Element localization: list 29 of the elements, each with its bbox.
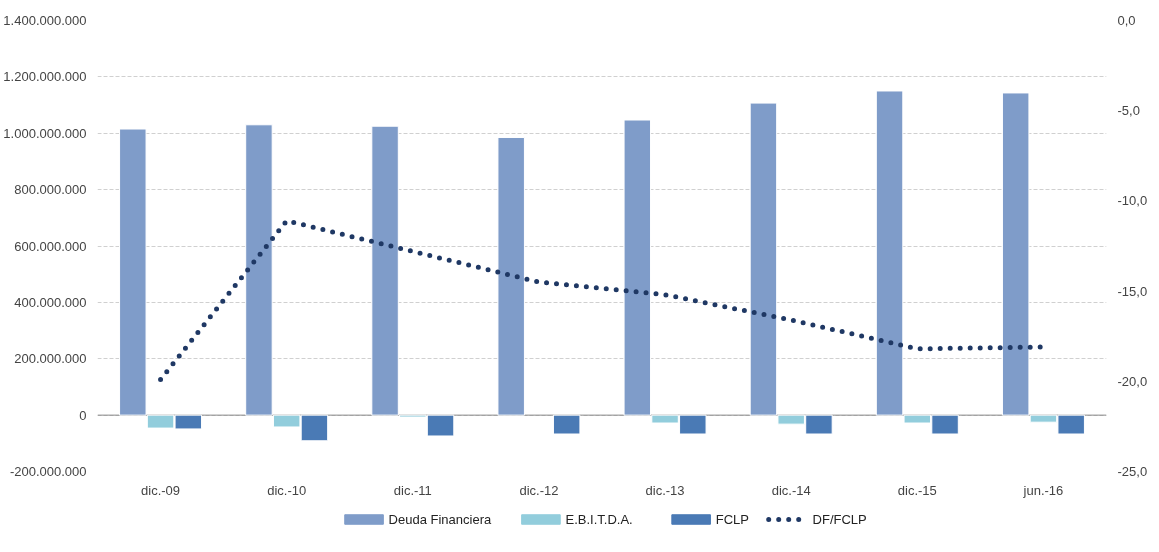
y-tick-label: 0 [79, 407, 87, 423]
y-tick-label: 200.000.000 [14, 351, 87, 367]
legend-label: FCLP [715, 512, 749, 527]
x-tick-label: dic.-15 [897, 482, 937, 498]
legend-label: Deuda Financiera [388, 512, 492, 527]
y-tick-label: 1.000.000.000 [3, 125, 87, 141]
y2-tick-label: -5,0 [1117, 103, 1140, 119]
legend-label: E.B.I.T.D.A. [565, 512, 633, 527]
y-tick-label: 600.000.000 [14, 238, 87, 254]
x-tick-label: dic.-11 [393, 482, 432, 498]
y-tick-label: 800.000.000 [14, 182, 87, 198]
x-tick-label: dic.-12 [519, 482, 559, 498]
bar [497, 136, 525, 416]
x-tick-label: dic.-10 [267, 482, 307, 498]
y-tick-label: 400.000.000 [14, 294, 87, 310]
y-tick-label: -200.000.000 [9, 464, 87, 479]
y2-tick-label: -20,0 [1117, 373, 1148, 389]
y-tick-label: 1.200.000.000 [3, 69, 87, 85]
x-tick-label: jun.-16 [1022, 482, 1064, 498]
y-tick-label: 1.400.000.000 [3, 13, 87, 28]
x-tick-label: dic.-14 [771, 482, 811, 498]
legend-label: DF/FCLP [812, 512, 867, 527]
y2-tick-label: -25,0 [1117, 464, 1148, 479]
y2-tick-label: -15,0 [1117, 283, 1148, 299]
y2-tick-label: 0,0 [1117, 13, 1136, 28]
y2-tick-label: -10,0 [1117, 193, 1148, 209]
x-tick-label: dic.-09 [141, 482, 181, 498]
bar [552, 414, 581, 435]
x-tick-label: dic.-13 [645, 482, 685, 498]
